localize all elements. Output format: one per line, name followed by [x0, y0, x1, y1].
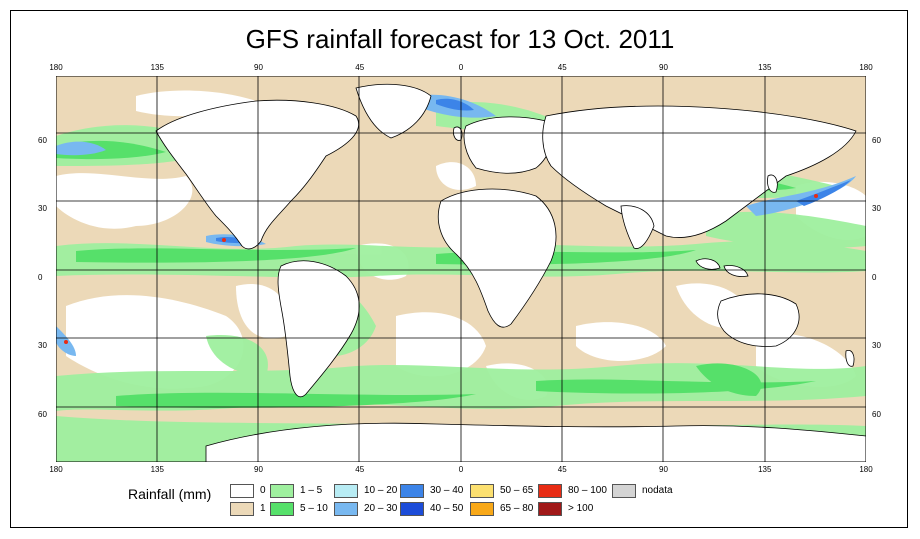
- x-tick-bottom: 45: [557, 465, 567, 474]
- legend-swatch: [270, 502, 294, 516]
- y-tick-left: 0: [38, 273, 43, 282]
- legend-swatch: [230, 484, 254, 498]
- legend-swatch: [334, 484, 358, 498]
- x-tick-top: 45: [355, 63, 365, 72]
- x-tick-bottom: 180: [49, 465, 63, 474]
- legend-label: 1 – 5: [300, 485, 323, 496]
- y-tick-left: 30: [38, 341, 47, 350]
- x-tick-top: 0: [458, 63, 464, 72]
- y-tick-right: 60: [872, 410, 881, 419]
- rainfall-map: [56, 76, 866, 462]
- legend-label: > 100: [568, 503, 594, 514]
- x-tick-top: 180: [49, 63, 63, 72]
- legend-label: 40 – 50: [430, 503, 464, 514]
- north-america: [155, 99, 359, 250]
- legend-label: 0: [260, 485, 266, 496]
- y-tick-right: 0: [872, 273, 877, 282]
- x-tick-top: 135: [758, 63, 772, 72]
- legend-label: 80 – 100: [568, 485, 607, 496]
- x-tick-top: 90: [659, 63, 668, 72]
- legend-swatch: [470, 502, 494, 516]
- legend-label: nodata: [642, 485, 673, 496]
- legend-swatch: [400, 484, 424, 498]
- graticule: [56, 76, 866, 462]
- australia: [717, 293, 800, 347]
- y-tick-left: 60: [38, 410, 47, 419]
- india: [620, 205, 655, 249]
- x-tick-top: 45: [557, 63, 567, 72]
- x-tick-bottom: 0: [458, 465, 464, 474]
- x-tick-top: 180: [859, 63, 873, 72]
- legend-swatch: [270, 484, 294, 498]
- antarctica: [205, 422, 866, 462]
- figure-frame: [10, 10, 908, 528]
- y-tick-left: 60: [38, 136, 47, 145]
- x-tick-bottom: 180: [859, 465, 873, 474]
- legend-label: 50 – 65: [500, 485, 534, 496]
- legend-title: Rainfall (mm): [128, 486, 212, 502]
- legend-swatch: [538, 484, 562, 498]
- legend-swatch: [612, 484, 636, 498]
- africa: [437, 188, 557, 328]
- x-tick-bottom: 135: [150, 465, 164, 474]
- legend-label: 5 – 10: [300, 503, 328, 514]
- legend-swatch: [334, 502, 358, 516]
- x-tick-top: 135: [150, 63, 164, 72]
- south-america: [277, 260, 360, 398]
- continent-outlines: [155, 83, 866, 462]
- x-tick-top: 90: [254, 63, 263, 72]
- legend-swatch: [470, 484, 494, 498]
- y-tick-right: 60: [872, 136, 881, 145]
- x-tick-bottom: 90: [254, 465, 263, 474]
- legend-label: 20 – 30: [364, 503, 398, 514]
- y-tick-right: 30: [872, 204, 881, 213]
- legend-swatch: [230, 502, 254, 516]
- y-tick-right: 30: [872, 341, 881, 350]
- legend-label: 10 – 20: [364, 485, 398, 496]
- legend-label: 65 – 80: [500, 503, 534, 514]
- greenland: [355, 83, 432, 139]
- map-title: GFS rainfall forecast for 13 Oct. 2011: [245, 24, 675, 54]
- legend-label: 1: [260, 503, 266, 514]
- x-tick-bottom: 90: [659, 465, 668, 474]
- legend-label: 30 – 40: [430, 485, 464, 496]
- legend-swatch: [400, 502, 424, 516]
- x-tick-bottom: 135: [758, 465, 772, 474]
- y-tick-left: 30: [38, 204, 47, 213]
- new-zealand: [845, 349, 855, 367]
- legend-swatch: [538, 502, 562, 516]
- x-tick-bottom: 45: [355, 465, 365, 474]
- europe: [463, 116, 552, 174]
